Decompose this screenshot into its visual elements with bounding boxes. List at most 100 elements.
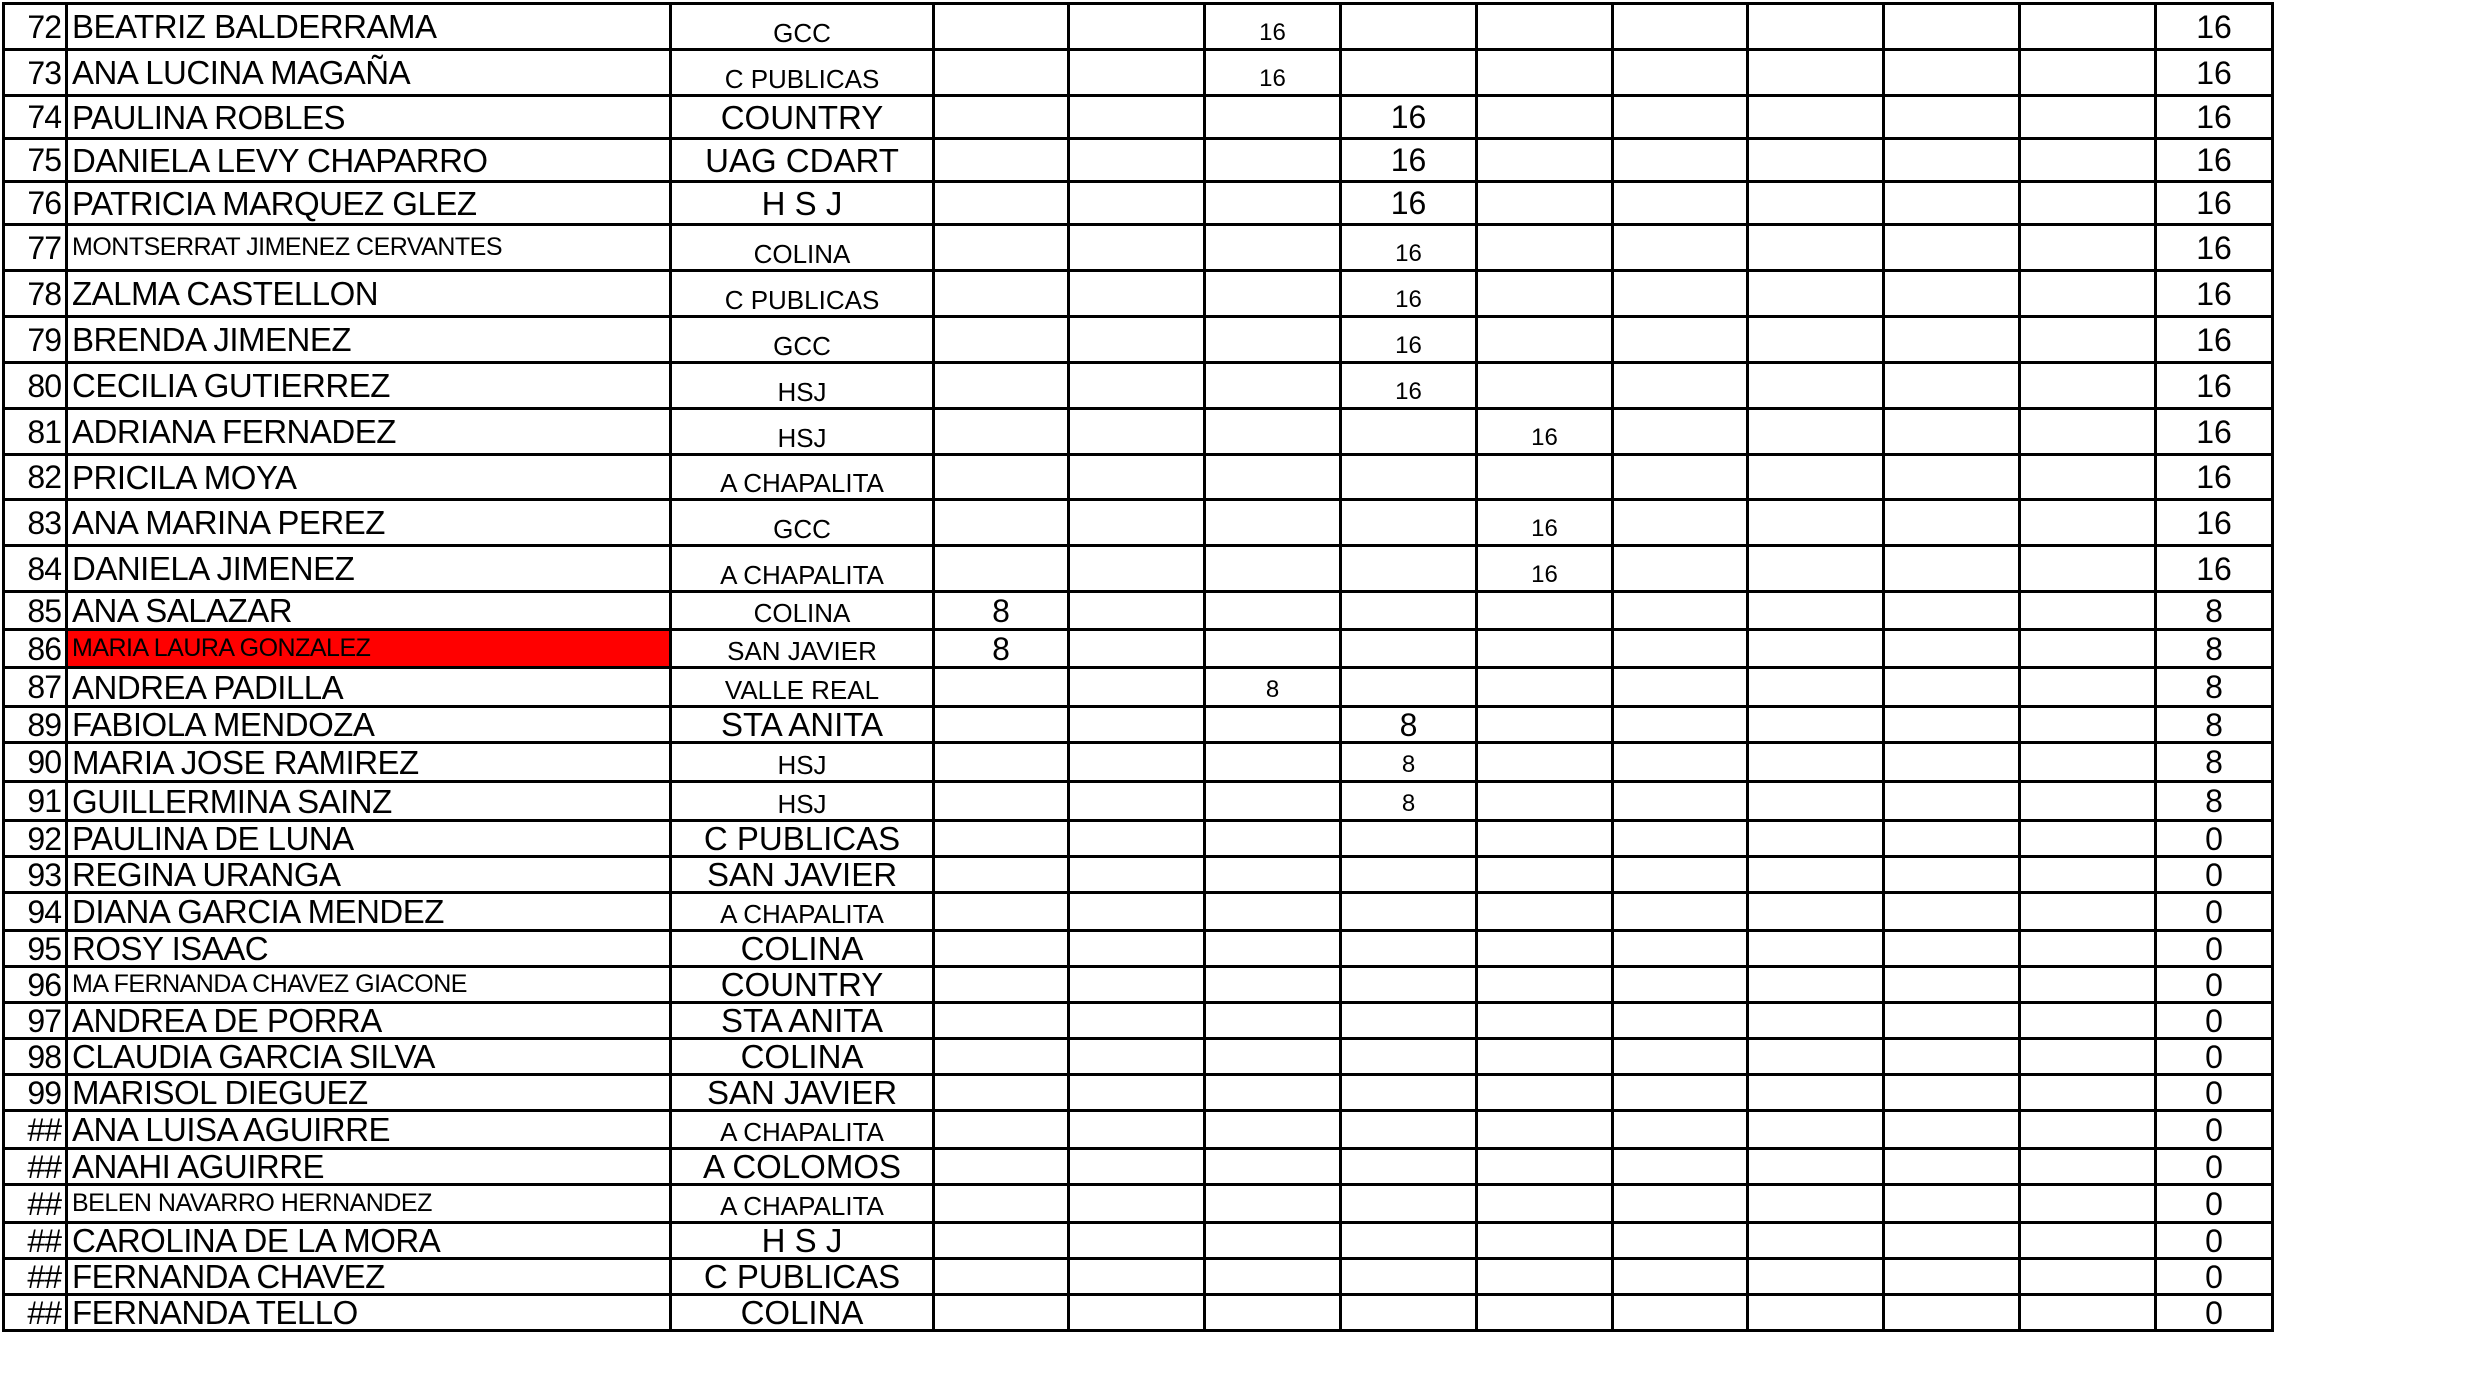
school-cell[interactable]: SAN JAVIER [669, 628, 935, 669]
score-cell[interactable] [1339, 1147, 1478, 1186]
school-cell[interactable]: C PUBLICAS [669, 1257, 935, 1296]
score-cell[interactable] [1203, 780, 1342, 822]
score-cell[interactable] [1339, 407, 1478, 456]
score-cell[interactable] [1203, 590, 1342, 631]
school-cell[interactable]: C PUBLICAS [669, 48, 935, 97]
score-cell[interactable] [2018, 94, 2157, 140]
row-number-cell[interactable]: 95 [2, 929, 68, 968]
score-cell[interactable] [1339, 891, 1478, 932]
name-cell[interactable]: BRENDA JIMENEZ [65, 315, 672, 364]
name-cell[interactable]: FERNANDA CHAVEZ [65, 1257, 672, 1296]
score-cell[interactable] [1067, 855, 1206, 894]
total-cell[interactable]: 16 [2154, 137, 2274, 183]
score-cell[interactable]: 8 [1339, 741, 1478, 783]
row-number-cell[interactable]: 77 [2, 223, 68, 272]
score-cell[interactable] [932, 223, 1070, 272]
score-cell[interactable] [1611, 498, 1749, 547]
score-cell[interactable] [1746, 929, 1885, 968]
score-cell[interactable] [1746, 891, 1885, 932]
score-cell[interactable] [1611, 544, 1749, 593]
score-cell[interactable] [1882, 965, 2021, 1004]
score-cell[interactable] [1746, 741, 1885, 783]
row-number-cell[interactable]: 93 [2, 855, 68, 894]
score-cell[interactable] [1746, 819, 1885, 858]
name-cell[interactable]: ANAHI AGUIRRE [65, 1147, 672, 1186]
score-cell[interactable] [1746, 1147, 1885, 1186]
score-cell[interactable] [1611, 269, 1749, 318]
score-cell[interactable] [1611, 361, 1749, 410]
name-cell[interactable]: DIANA GARCIA MENDEZ [65, 891, 672, 932]
score-cell[interactable] [1882, 315, 2021, 364]
total-cell[interactable]: 0 [2154, 1257, 2274, 1296]
score-cell[interactable]: 16 [1203, 48, 1342, 97]
score-cell[interactable] [932, 741, 1070, 783]
score-cell[interactable] [2018, 407, 2157, 456]
score-cell[interactable] [1611, 180, 1749, 226]
score-cell[interactable] [1882, 590, 2021, 631]
score-cell[interactable] [1882, 1221, 2021, 1260]
score-cell[interactable] [1067, 48, 1206, 97]
score-cell[interactable] [1475, 855, 1614, 894]
total-cell[interactable]: 16 [2154, 269, 2274, 318]
score-cell[interactable] [932, 1109, 1070, 1150]
score-cell[interactable]: 16 [1339, 223, 1478, 272]
score-cell[interactable] [932, 137, 1070, 183]
score-cell[interactable] [1611, 223, 1749, 272]
score-cell[interactable] [1067, 361, 1206, 410]
total-cell[interactable]: 16 [2154, 361, 2274, 410]
score-cell[interactable] [1882, 94, 2021, 140]
score-cell[interactable] [1882, 48, 2021, 97]
row-number-cell[interactable]: 94 [2, 891, 68, 932]
score-cell[interactable] [1746, 180, 1885, 226]
name-cell[interactable]: PAULINA DE LUNA [65, 819, 672, 858]
school-cell[interactable]: HSJ [669, 780, 935, 822]
score-cell[interactable] [1067, 819, 1206, 858]
score-cell[interactable] [1475, 929, 1614, 968]
school-cell[interactable]: STA ANITA [669, 1001, 935, 1040]
score-cell[interactable] [1339, 1109, 1478, 1150]
name-cell[interactable]: PATRICIA MARQUEZ GLEZ [65, 180, 672, 226]
score-cell[interactable] [1611, 819, 1749, 858]
score-cell[interactable] [1067, 544, 1206, 593]
score-cell[interactable] [1067, 1293, 1206, 1332]
row-number-cell[interactable]: 90 [2, 741, 68, 783]
score-cell[interactable] [1746, 705, 1885, 744]
score-cell[interactable] [1611, 48, 1749, 97]
total-cell[interactable]: 0 [2154, 1147, 2274, 1186]
score-cell[interactable] [1611, 965, 1749, 1004]
score-cell[interactable] [2018, 269, 2157, 318]
score-cell[interactable] [932, 1037, 1070, 1076]
score-cell[interactable] [1339, 1221, 1478, 1260]
score-cell[interactable]: 16 [1339, 94, 1478, 140]
total-cell[interactable]: 0 [2154, 1073, 2274, 1112]
score-cell[interactable] [1882, 1073, 2021, 1112]
score-cell[interactable]: 16 [1339, 361, 1478, 410]
name-cell[interactable]: MARIA LAURA GONZALEZ [65, 628, 672, 669]
score-cell[interactable] [1611, 137, 1749, 183]
score-cell[interactable] [2018, 223, 2157, 272]
name-cell[interactable]: CAROLINA DE LA MORA [65, 1221, 672, 1260]
score-cell[interactable] [2018, 855, 2157, 894]
score-cell[interactable] [932, 1147, 1070, 1186]
score-cell[interactable] [932, 891, 1070, 932]
score-cell[interactable] [2018, 628, 2157, 669]
score-cell[interactable] [1203, 498, 1342, 547]
score-cell[interactable] [1067, 180, 1206, 226]
row-number-cell[interactable]: 75 [2, 137, 68, 183]
score-cell[interactable] [1746, 137, 1885, 183]
score-cell[interactable] [2018, 819, 2157, 858]
score-cell[interactable] [1611, 666, 1749, 708]
score-cell[interactable] [1067, 1037, 1206, 1076]
score-cell[interactable] [2018, 741, 2157, 783]
score-cell[interactable] [1475, 361, 1614, 410]
score-cell[interactable] [1882, 1001, 2021, 1040]
score-cell[interactable] [1067, 315, 1206, 364]
school-cell[interactable]: SAN JAVIER [669, 1073, 935, 1112]
score-cell[interactable] [932, 965, 1070, 1004]
total-cell[interactable]: 16 [2154, 94, 2274, 140]
score-cell[interactable] [932, 1073, 1070, 1112]
score-cell[interactable] [1746, 269, 1885, 318]
score-cell[interactable] [1067, 94, 1206, 140]
name-cell[interactable]: CLAUDIA GARCIA SILVA [65, 1037, 672, 1076]
score-cell[interactable] [1203, 965, 1342, 1004]
